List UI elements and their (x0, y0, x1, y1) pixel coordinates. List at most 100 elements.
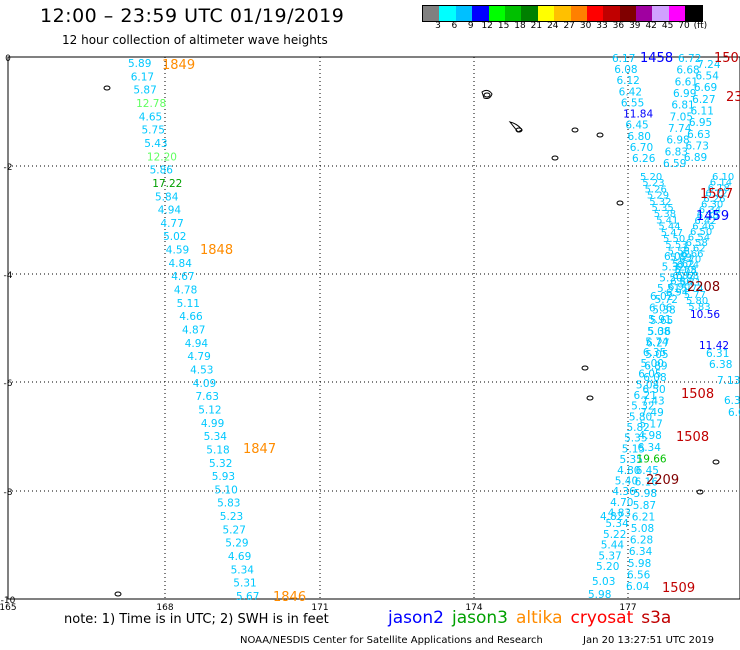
swh-value-right-a: 6.05 (638, 369, 661, 381)
swh-value-right-c: 6.31 (706, 348, 729, 360)
swh-value-crossing: 5.23 (642, 178, 664, 189)
scale-label: 12 (481, 21, 493, 31)
swh-value-left: 5.31 (233, 578, 256, 590)
swh-value-left: 4.99 (201, 418, 224, 430)
swh-value-right-a: 5.74 (645, 337, 669, 349)
scale-label: 3 (435, 21, 441, 31)
scale-swatch (685, 6, 702, 21)
swh-value-crossing: 6.74 (677, 260, 699, 271)
swh-value-crossing: 6.94 (666, 288, 688, 299)
y-tick-label: 0 (5, 54, 11, 64)
swh-value-right-a: 5.00 (641, 358, 664, 370)
swh-value-crossing: 5.53 (665, 240, 687, 251)
color-scale-labels: 3 6 9 12 15 18 21 24 27 30 33 36 39 42 45 70 (ft) (422, 21, 740, 33)
swh-value-left: 5.10 (214, 484, 237, 496)
swh-value-left: 4.94 (158, 205, 182, 217)
swh-value-right-b: 6.06 (649, 303, 673, 315)
swh-value-right-b: 5.91 (648, 314, 671, 326)
swh-value-right-top: 6.70 (630, 142, 653, 154)
time-label: 1459 (696, 209, 729, 224)
wave-height-color-scale (422, 5, 703, 22)
swh-value-right-a: 5.32 (631, 401, 654, 413)
map-title: 12:00 – 23:59 UTC 01/19/2019 (40, 5, 345, 27)
time-label: 2209 (646, 473, 679, 488)
island-shape (712, 459, 720, 465)
swh-value-right-b: 6.45 (636, 465, 659, 477)
swh-value-left: 5.32 (209, 458, 232, 470)
swh-value-right-a: 5.34 (605, 518, 629, 530)
legend-s3a: s3a (641, 608, 672, 628)
swh-value-left: 5.83 (217, 498, 240, 510)
swh-value-left: 5.34 (231, 564, 255, 576)
scale-swatch (423, 6, 440, 21)
swh-value-left: 5.86 (150, 165, 174, 177)
swh-value-crossing: 6.22 (705, 189, 727, 200)
swh-value-right-b: 6.89 (644, 361, 667, 373)
legend-altika: altika (516, 608, 563, 628)
swh-value-left: 12.78 (136, 98, 166, 110)
swh-value-left: 4.53 (190, 364, 213, 376)
swh-value-right-a: 5.15 (622, 443, 645, 455)
swh-value-right-a: 6.09 (664, 251, 687, 263)
swh-value-left: 5.34 (204, 431, 228, 443)
scale-label: 27 (563, 21, 575, 31)
time-label: 1507 (700, 187, 733, 202)
swh-value-crossing: 5.35 (652, 203, 674, 214)
island-shape (571, 127, 579, 133)
swh-value-crossing: 5.50 (663, 234, 685, 245)
island-shape (481, 89, 493, 99)
swh-value-crossing: 6.86 (670, 277, 692, 288)
swh-value-right-c: 6.0 (728, 407, 740, 419)
swh-value-left: 6.17 (131, 71, 154, 83)
swh-value-right-a: 5.32 (662, 262, 685, 274)
swh-value-crossing: 5.41 (656, 215, 678, 226)
swh-value-top-cluster: 6.27 (692, 94, 715, 106)
swh-value-right-a: 5.38 (652, 304, 675, 316)
legend-cryosat: cryosat (570, 608, 634, 628)
swh-value-left: 4.79 (187, 351, 210, 363)
swh-value-right-b: 7.43 (641, 395, 664, 407)
swh-value-right-a: 4.83 (608, 508, 631, 520)
swh-value-left: 5.29 (225, 538, 248, 550)
y-tick-label: -10 (1, 596, 16, 606)
x-tick-label: 168 (156, 603, 173, 613)
swh-value-right-b: 6.08 (643, 372, 666, 384)
swh-value-right-a: 5.82 (626, 422, 649, 434)
swh-value-crossing: 6.26 (703, 194, 725, 205)
swh-value-right-top: 6.55 (621, 97, 644, 109)
swh-value-left: 7.63 (196, 391, 219, 403)
swh-value-right-a: 5.22 (603, 529, 626, 541)
swh-value-right-c: 11.42 (699, 340, 729, 352)
x-tick-label: 174 (465, 603, 482, 613)
swh-value-crossing: 5.26 (645, 184, 667, 195)
map-subtitle: 12 hour collection of altimeter wave hei… (62, 33, 328, 47)
time-label: 1846 (273, 590, 306, 605)
swh-value-right-a: 5.37 (598, 550, 621, 562)
swh-value-top-cluster: 6.54 (696, 71, 720, 83)
scale-label: 33 (596, 21, 608, 31)
swh-value-right-a: 5.35 (619, 454, 642, 466)
time-label: 2208 (687, 280, 720, 295)
swh-value-right-c: 6.38 (709, 359, 732, 371)
swh-value-crossing: 5.83 (688, 302, 710, 313)
swh-value-crossing: 5.20 (640, 172, 662, 183)
swh-value-right-a: 5.65 (650, 315, 673, 327)
swh-value-crossing: 6.30 (701, 200, 723, 211)
swh-value-crossing: 5.56 (668, 246, 690, 257)
swh-value-right-a: 5.50 (659, 272, 682, 284)
swh-value-left: 17.22 (152, 178, 182, 190)
swh-value-right-b: 7.49 (640, 407, 663, 419)
swh-value-right-a: 5.36 (648, 326, 672, 338)
swh-value-right-c: 10.56 (690, 309, 720, 321)
scale-label: 36 (612, 21, 625, 31)
swh-value-top-cluster: 6.81 (671, 100, 694, 112)
swh-value-crossing: 5.71 (679, 277, 701, 288)
y-tick-label: -2 (4, 163, 13, 173)
time-label: 1458 (640, 51, 673, 66)
swh-value-right-b: 5.05 (645, 349, 668, 361)
scale-swatch (537, 6, 555, 21)
swh-value-crossing: 5.77 (684, 290, 706, 301)
swh-value-right-b: 6.21 (632, 511, 655, 523)
scale-label: 9 (467, 21, 474, 31)
swh-value-left: 5.02 (163, 231, 186, 243)
